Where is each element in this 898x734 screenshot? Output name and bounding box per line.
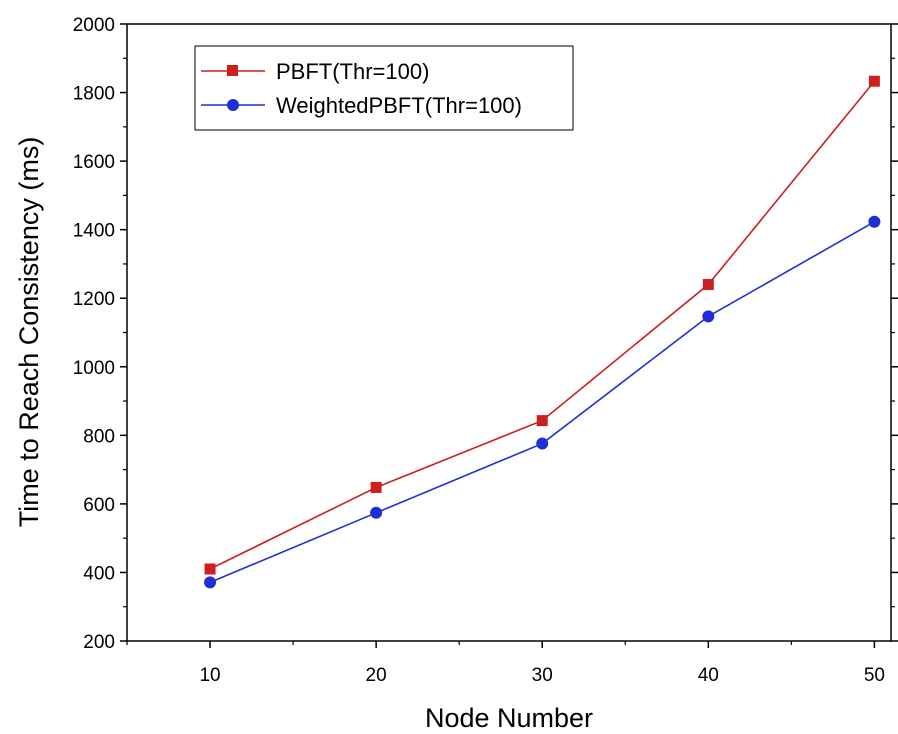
tick-labels: 200 400 600 800 1000 1200 1400 1600 1800 2000 10 20… (73, 15, 885, 686)
legend-marker-pbft (227, 65, 238, 76)
y-tick-label-1600: 1600 (73, 152, 115, 173)
data-point-weightedpbft-thr-100-30 (536, 437, 549, 450)
y-tick-label-1400: 1400 (73, 221, 115, 242)
x-tick-label-40: 40 (698, 665, 719, 686)
x-tick-label-10: 10 (199, 665, 220, 686)
y-tick-label-1000: 1000 (73, 358, 115, 379)
x-tick-label-50: 50 (864, 665, 885, 686)
x-axis-title: Node Number (425, 703, 593, 733)
series-line-weightedpbft-thr-100 (209, 221, 875, 584)
legend-marker-weightedpbft (227, 99, 239, 111)
y-tick-label-1800: 1800 (73, 84, 115, 105)
legend: PBFT(Thr=100) WeightedPBFT(Thr=100) (194, 45, 574, 131)
data-point-pbft-thr-100-10 (204, 563, 216, 575)
legend-label-pbft: PBFT(Thr=100) (276, 59, 429, 84)
x-tick-label-20: 20 (366, 665, 387, 686)
y-tick-label-400: 400 (83, 563, 115, 584)
data-point-pbft-thr-100-50 (868, 75, 880, 87)
legend-label-weightedpbft: WeightedPBFT(Thr=100) (276, 93, 522, 118)
legend-box (194, 45, 574, 131)
axis-ticks (120, 23, 898, 648)
y-tick-label-200: 200 (83, 632, 115, 653)
data-point-weightedpbft-thr-100-10 (204, 576, 217, 589)
y-axis-title: Time to Reach Consistency (ms) (14, 137, 44, 528)
data-point-weightedpbft-thr-100-20 (370, 506, 383, 519)
x-tick-label-30: 30 (532, 665, 553, 686)
data-point-weightedpbft-thr-100-40 (702, 310, 715, 323)
data-point-pbft-thr-100-20 (370, 481, 382, 493)
y-tick-label-1200: 1200 (73, 289, 115, 310)
data-point-pbft-thr-100-30 (536, 415, 548, 427)
y-tick-label-2000: 2000 (73, 15, 115, 36)
series-line-pbft-thr-100 (209, 80, 876, 570)
series-layer (204, 75, 881, 589)
y-tick-label-800: 800 (83, 426, 115, 447)
data-point-weightedpbft-thr-100-50 (868, 215, 881, 228)
data-point-pbft-thr-100-40 (702, 279, 714, 291)
y-tick-label-600: 600 (83, 495, 115, 516)
